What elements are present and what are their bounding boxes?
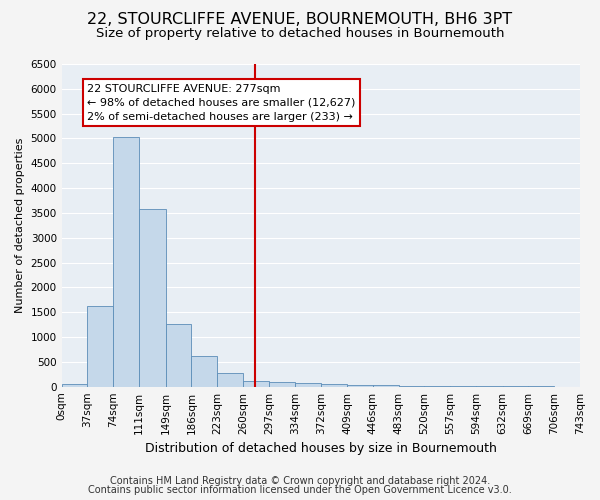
Bar [347, 385, 373, 386]
Bar [243, 380, 269, 386]
Bar [217, 373, 243, 386]
Bar [62, 384, 88, 386]
Bar [88, 306, 113, 386]
Bar [295, 383, 321, 386]
Bar [321, 384, 347, 386]
Text: Contains public sector information licensed under the Open Government Licence v3: Contains public sector information licen… [88, 485, 512, 495]
Text: 22 STOURCLIFFE AVENUE: 277sqm
← 98% of detached houses are smaller (12,627)
2% o: 22 STOURCLIFFE AVENUE: 277sqm ← 98% of d… [88, 84, 356, 122]
X-axis label: Distribution of detached houses by size in Bournemouth: Distribution of detached houses by size … [145, 442, 497, 455]
Bar [113, 138, 139, 386]
Text: Contains HM Land Registry data © Crown copyright and database right 2024.: Contains HM Land Registry data © Crown c… [110, 476, 490, 486]
Y-axis label: Number of detached properties: Number of detached properties [15, 138, 25, 313]
Text: Size of property relative to detached houses in Bournemouth: Size of property relative to detached ho… [96, 28, 504, 40]
Text: 22, STOURCLIFFE AVENUE, BOURNEMOUTH, BH6 3PT: 22, STOURCLIFFE AVENUE, BOURNEMOUTH, BH6… [88, 12, 512, 28]
Bar [191, 356, 217, 386]
Bar [269, 382, 295, 386]
Bar [166, 324, 191, 386]
Bar [139, 210, 166, 386]
